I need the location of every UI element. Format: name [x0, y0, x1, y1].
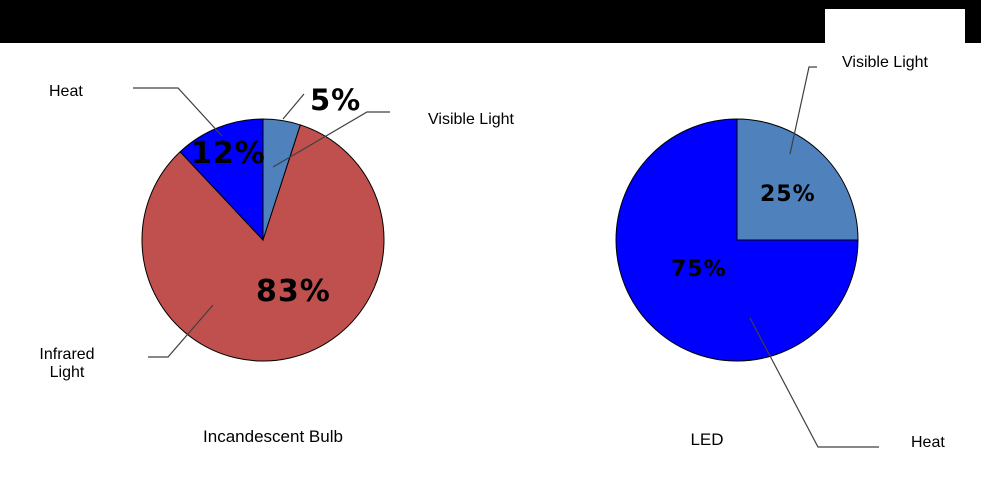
percent-label-heat-led: 75%: [671, 257, 727, 282]
callout-label-heat-led: Heat: [911, 434, 945, 451]
led-pie-chart: [615, 118, 859, 362]
percent-label-visible-light-incandescent: 5%: [310, 83, 362, 117]
callout-label-infrared-light-incandescent: Infrared Light: [39, 346, 95, 382]
percent-label-infrared-incandescent: 83%: [256, 274, 331, 309]
top-black-bar: [0, 0, 981, 43]
percent-label-visible-light-led: 25%: [760, 182, 816, 207]
pie-slice-heat: [615, 118, 859, 362]
percent-label-heat-incandescent: 12%: [191, 136, 266, 171]
chart-title-incandescent: Incandescent Bulb: [203, 427, 343, 446]
callout-label-heat-incandescent: Heat: [49, 83, 83, 100]
callout-label-visible-light-led: Visible Light: [842, 54, 928, 71]
pie-slice-visible-light: [736, 118, 859, 241]
chart-title-led: LED: [690, 430, 724, 449]
top-bar-white-notch: [825, 9, 965, 43]
pie-slice-infrared-light: [141, 124, 385, 362]
callout-label-visible-light-incandescent: Visible Light: [428, 111, 514, 128]
leader-line-5pct-incandescent: [282, 93, 305, 120]
